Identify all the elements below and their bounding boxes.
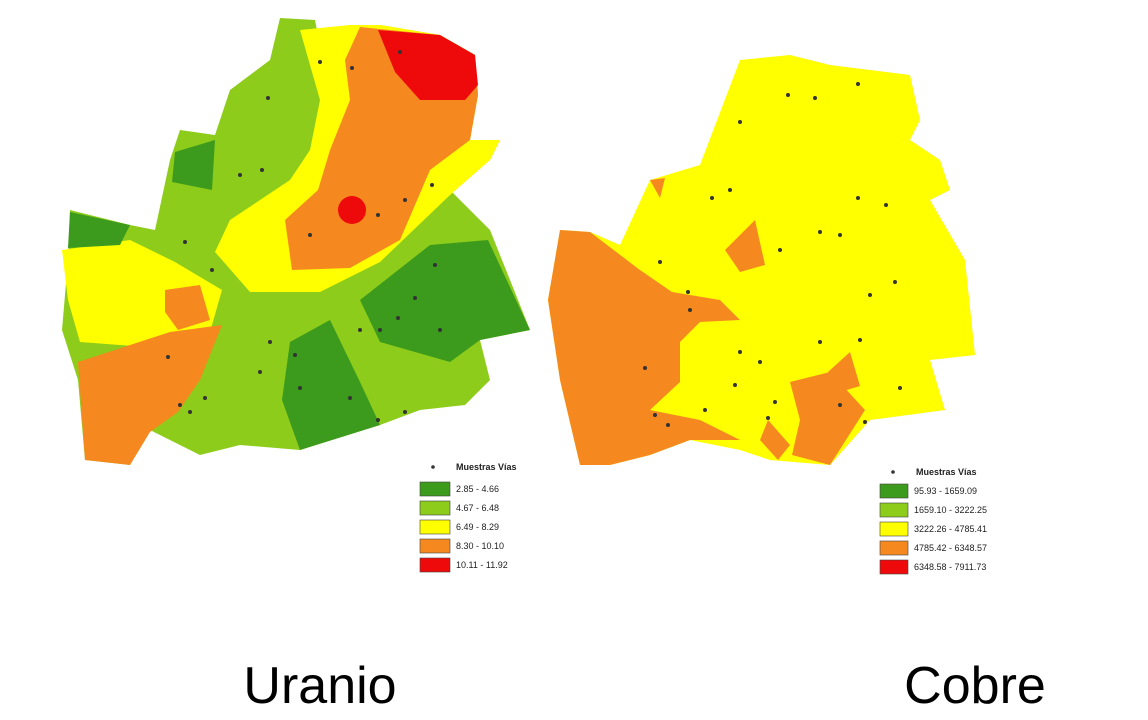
legend-label: 1659.10 - 3222.25 xyxy=(914,505,987,515)
zone xyxy=(68,212,130,248)
legend-label: 6.49 - 8.29 xyxy=(456,522,499,532)
map-caption: Cobre xyxy=(904,657,1046,715)
zone xyxy=(165,285,210,330)
legend-label: 4785.42 - 6348.57 xyxy=(914,543,987,553)
legend-swatch xyxy=(879,521,909,537)
zone xyxy=(828,352,860,392)
legend-label: 8.30 - 10.10 xyxy=(456,541,504,551)
legend-swatch xyxy=(879,502,909,518)
zone xyxy=(760,420,790,460)
map-cobre xyxy=(548,55,975,465)
legend-swatch xyxy=(419,557,451,573)
sample-points xyxy=(643,82,902,427)
legend-swatch xyxy=(879,540,909,556)
legend-swatch xyxy=(879,483,909,499)
zone xyxy=(338,196,366,224)
zone xyxy=(282,320,380,450)
zone xyxy=(790,372,865,465)
legend-label: 95.93 - 1659.09 xyxy=(914,486,977,496)
legend-label: 3222.26 - 4785.41 xyxy=(914,524,987,534)
legend-swatch xyxy=(879,559,909,575)
legend-point-symbol xyxy=(891,470,895,474)
zone xyxy=(725,220,765,272)
legend-point-symbol xyxy=(431,465,435,469)
zone xyxy=(650,178,665,198)
sample-points xyxy=(166,50,442,422)
zone xyxy=(378,30,478,100)
legend-swatch xyxy=(419,481,451,497)
zone xyxy=(78,325,222,465)
legend-title: Muestras Vías xyxy=(456,462,517,472)
legend-label: 2.85 - 4.66 xyxy=(456,484,499,494)
map-uranio xyxy=(62,18,530,465)
legend-swatch xyxy=(419,519,451,535)
zone xyxy=(360,240,530,362)
map-caption: Uranio xyxy=(243,657,396,715)
legend-label: 6348.58 - 7911.73 xyxy=(914,562,986,572)
zone xyxy=(548,230,740,465)
legend-swatch xyxy=(419,500,451,516)
legend-swatch xyxy=(419,538,451,554)
legend-title: Muestras Vías xyxy=(916,467,977,477)
legend-label: 4.67 - 6.48 xyxy=(456,503,499,513)
legend-label: 10.11 - 11.92 xyxy=(456,560,508,570)
zone xyxy=(172,140,215,190)
